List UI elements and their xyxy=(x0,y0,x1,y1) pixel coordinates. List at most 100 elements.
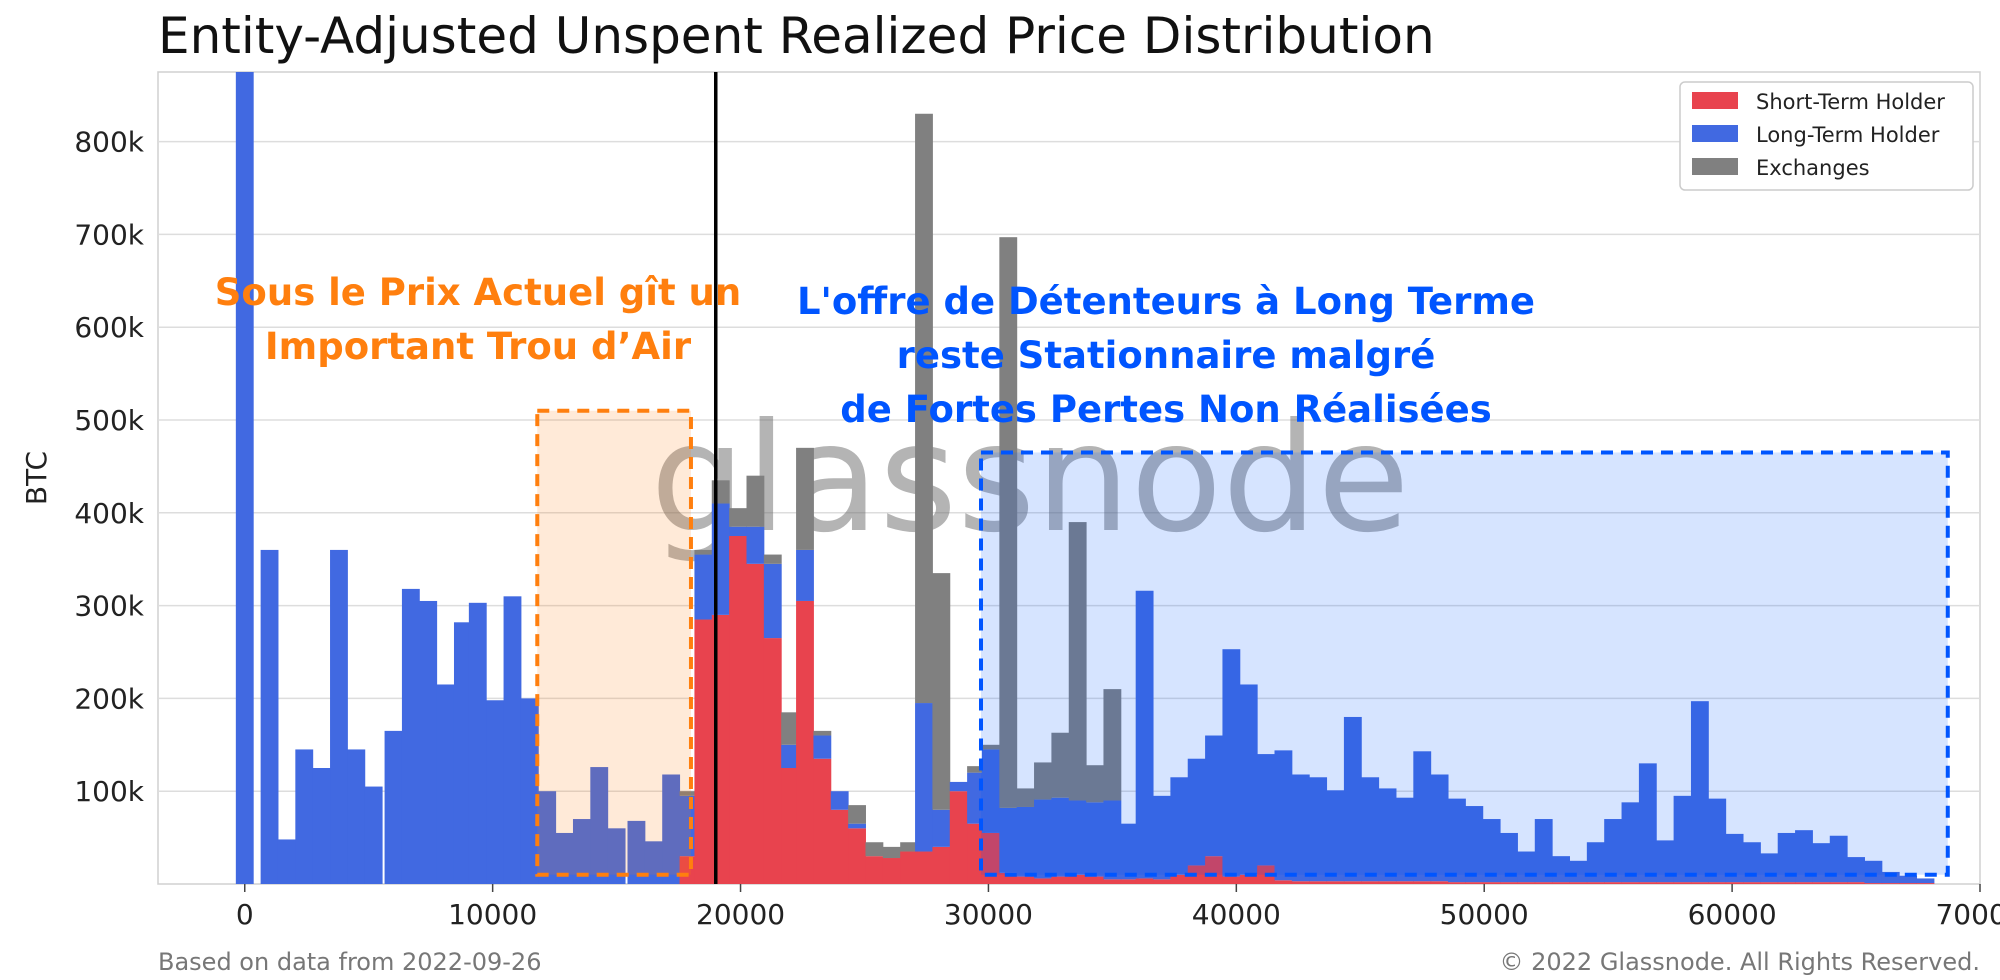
bar-short-term-holder xyxy=(1517,882,1536,884)
bar-long-term-holder xyxy=(486,700,505,884)
annotation-air-gap-line-2: Important Trou d’Air xyxy=(265,325,692,368)
bar-long-term-holder xyxy=(662,774,681,884)
bar-exchanges xyxy=(729,508,747,527)
annotation-boxes xyxy=(535,408,1950,877)
bar-long-term-holder xyxy=(1034,799,1052,879)
bar-exchanges xyxy=(1086,765,1104,803)
bar-long-term-holder xyxy=(1638,763,1657,883)
annotation-box-air-gap xyxy=(535,408,693,877)
bar-long-term-holder xyxy=(949,781,968,792)
bar-short-term-holder xyxy=(1465,882,1484,884)
bar-short-term-holder xyxy=(694,619,713,884)
bar-long-term-holder xyxy=(384,730,403,884)
bar-long-term-holder xyxy=(1257,754,1275,866)
y-axis-ticks: 100k 200k 300k 400k 500k 600k 700k 800k xyxy=(74,126,144,809)
bar-exchanges xyxy=(1103,689,1122,801)
bar-long-term-holder xyxy=(1343,716,1362,882)
bar-long-term-holder xyxy=(330,549,348,884)
annotation-lth-text: L'offre de Détenteurs à Long Terme reste… xyxy=(797,280,1535,431)
bar-short-term-holder xyxy=(1673,882,1692,884)
bar-long-term-holder xyxy=(1103,800,1122,880)
watermark: glassnode xyxy=(650,392,1409,566)
bar-short-term-holder xyxy=(1068,874,1087,884)
bar-exchanges xyxy=(848,805,866,824)
bar-long-term-holder xyxy=(1586,842,1605,883)
bar-long-term-holder xyxy=(746,526,765,564)
bar-short-term-holder xyxy=(796,600,814,884)
footer-copyright: © 2022 Glassnode. All Rights Reserved. xyxy=(1499,948,1980,976)
bar-short-term-holder xyxy=(1534,882,1553,884)
bar-exchanges xyxy=(900,842,919,852)
bar-short-term-holder xyxy=(1916,883,1935,884)
bar-long-term-holder xyxy=(419,600,438,884)
x-tick-label: 0 xyxy=(236,898,254,931)
y-tick-label: 500k xyxy=(74,404,144,437)
bar-long-term-holder xyxy=(555,832,574,884)
bar-short-term-holder xyxy=(1170,874,1189,884)
bar-long-term-holder xyxy=(364,786,383,884)
bar-long-term-holder xyxy=(1051,797,1070,877)
bar-long-term-holder xyxy=(1604,819,1623,883)
bar-short-term-holder xyxy=(1413,881,1432,884)
bar-short-term-holder xyxy=(1847,882,1865,884)
bar-long-term-holder xyxy=(1795,830,1813,883)
bar-long-term-holder xyxy=(1534,819,1553,883)
bar-long-term-holder xyxy=(468,602,487,884)
bar-long-term-holder xyxy=(932,809,951,847)
bar-long-term-holder xyxy=(796,549,814,601)
bar-long-term-holder xyxy=(1448,798,1466,883)
bar-long-term-holder xyxy=(1170,777,1189,875)
x-tick-label: 60000 xyxy=(1688,898,1777,931)
bar-short-term-holder xyxy=(1604,882,1623,884)
bars xyxy=(235,72,1935,884)
bar-short-term-holder xyxy=(1103,879,1122,884)
bar-short-term-holder xyxy=(1309,881,1328,884)
x-tick-label: 50000 xyxy=(1440,898,1529,931)
bar-short-term-holder xyxy=(1621,882,1640,884)
bar-exchanges xyxy=(865,842,884,857)
annotation-lth-line-2: reste Stationnaire malgré xyxy=(897,334,1436,377)
bar-long-term-holder xyxy=(729,526,747,536)
y-tick-label: 600k xyxy=(74,311,144,344)
bar-long-term-holder xyxy=(981,749,1000,833)
bar-long-term-holder xyxy=(1291,774,1310,882)
bar-long-term-holder xyxy=(694,554,713,620)
bar-short-term-holder xyxy=(1864,883,1883,884)
bar-short-term-holder xyxy=(1795,882,1813,884)
y-tick-label: 400k xyxy=(74,497,144,530)
bar-short-term-holder xyxy=(813,758,832,884)
bar-exchanges xyxy=(763,554,782,564)
bar-short-term-holder xyxy=(932,846,951,884)
bar-long-term-holder xyxy=(572,819,591,884)
bar-exchanges xyxy=(999,237,1018,808)
annotation-box-lth-supply xyxy=(978,450,1950,877)
bar-short-term-holder xyxy=(981,832,1000,884)
bar-short-term-holder xyxy=(1448,882,1466,884)
bar-short-term-holder xyxy=(882,858,901,884)
bar-short-term-holder xyxy=(1153,879,1171,884)
bar-exchanges xyxy=(694,549,713,555)
bar-short-term-holder xyxy=(1343,881,1362,884)
bar-long-term-holder xyxy=(590,767,609,884)
bar-exchanges xyxy=(679,791,698,796)
legend-box xyxy=(1679,81,1974,191)
bar-short-term-holder xyxy=(1725,882,1744,884)
bar-long-term-holder xyxy=(1395,797,1414,882)
bar-long-term-holder xyxy=(781,744,800,768)
bar-long-term-holder xyxy=(1378,788,1397,882)
bar-long-term-holder xyxy=(1187,758,1206,866)
bar-short-term-holder xyxy=(1016,876,1035,884)
bar-short-term-holder xyxy=(1656,882,1675,884)
bar-long-term-holder xyxy=(538,791,557,884)
bar-short-term-holder xyxy=(1500,882,1518,884)
bar-long-term-holder xyxy=(1673,795,1692,883)
bar-long-term-holder xyxy=(1222,649,1241,877)
bar-long-term-holder xyxy=(312,768,331,884)
x-tick-label: 40000 xyxy=(1192,898,1281,931)
bar-long-term-holder xyxy=(347,749,366,884)
bar-long-term-holder xyxy=(1205,735,1223,857)
annotation-air-gap-text: Sous le Prix Actuel gît un Important Tro… xyxy=(215,271,741,368)
bar-long-term-holder xyxy=(627,820,646,884)
